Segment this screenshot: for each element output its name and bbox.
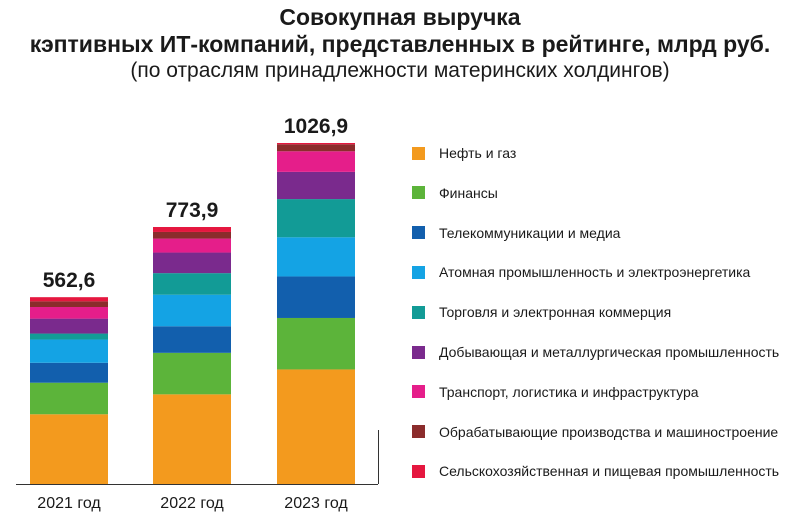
legend-item: Торговля и электронная коммерция [412, 302, 671, 322]
stacked-bar-chart: 562,6 2021 год 773,9 2022 год 1026,9 2023 год [16, 115, 379, 512]
legend-label: Добывающая и металлургическая промышленн… [439, 344, 780, 360]
bar-segment [277, 171, 355, 200]
bar-segment [30, 307, 108, 319]
legend-item: Обрабатывающие производства и машиностро… [412, 422, 778, 442]
bar-segment [153, 294, 231, 327]
legend-swatch [412, 425, 425, 439]
bar-segment [30, 339, 108, 363]
legend-swatch [412, 186, 425, 200]
bar-segment [30, 318, 108, 334]
bar-segment [30, 333, 108, 340]
legend-swatch [412, 305, 425, 319]
bar-segment [277, 276, 355, 318]
chart-title: Совокупная выручка [279, 4, 521, 30]
legend-label: Торговля и электронная коммерция [439, 304, 672, 321]
legend-swatch [412, 385, 425, 399]
legend-swatch [412, 146, 425, 160]
bar-segment [277, 199, 355, 238]
bar-segment [153, 227, 231, 232]
bar-segment [30, 301, 108, 308]
legend-label: Атомная промышленность и электроэнергети… [439, 264, 751, 281]
bar-segment [30, 297, 108, 302]
bar-segment [277, 151, 355, 172]
legend-label: Телекоммуникации и медиа [439, 224, 621, 241]
bar-segment [153, 273, 231, 295]
legend-swatch [412, 464, 425, 478]
bar-stack [30, 297, 108, 484]
legend-item: Финансы [412, 183, 498, 203]
chart-title-line2: кэптивных ИТ-компаний, представленных в … [29, 31, 771, 57]
category-label: 2022 год [160, 495, 224, 512]
bar-stack [153, 227, 231, 484]
legend-swatch [412, 345, 425, 359]
legend-swatch [412, 265, 425, 279]
bar-segment [30, 382, 108, 415]
bar-segment [153, 394, 231, 484]
legend-label: Финансы [439, 184, 498, 201]
category-label: 2021 год [37, 495, 101, 512]
bar-segment [153, 238, 231, 253]
bar-segment [277, 143, 355, 145]
total-label: 562,6 [43, 269, 96, 292]
legend-item: Сельскохозяйственная и пищевая промышлен… [412, 461, 779, 481]
legend-swatch [412, 226, 425, 240]
bar-segment [30, 362, 108, 383]
total-label: 1026,9 [284, 115, 348, 138]
legend-item: Атомная промышленность и электроэнергети… [412, 262, 750, 282]
bar-segment [153, 252, 231, 274]
bar-segment [277, 369, 355, 484]
chart-subtitle: (по отраслям принадлежности материнских … [130, 59, 670, 82]
bar-segment [30, 414, 108, 484]
bar-segment [153, 231, 231, 239]
bar-segment [277, 144, 355, 152]
legend-label: Сельскохозяйственная и пищевая промышлен… [439, 463, 780, 480]
bar-segment [153, 352, 231, 395]
legend-item: Нефть и газ [412, 143, 516, 163]
legend-item: Транспорт, логистика и инфраструктура [412, 382, 699, 402]
legend-item: Телекоммуникации и медиа [412, 223, 620, 243]
legend-label: Нефть и газ [439, 145, 517, 161]
bar-stack [277, 143, 355, 484]
legend-item: Добывающая и металлургическая промышленн… [412, 342, 779, 362]
bar-segment [277, 317, 355, 370]
legend-label: Обрабатывающие производства и машиностро… [439, 423, 779, 440]
category-label: 2023 год [284, 495, 348, 512]
legend-label: Транспорт, логистика и инфраструктура [439, 383, 699, 400]
bar-segment [277, 237, 355, 277]
bar-segment [153, 326, 231, 353]
total-label: 773,9 [166, 199, 219, 222]
